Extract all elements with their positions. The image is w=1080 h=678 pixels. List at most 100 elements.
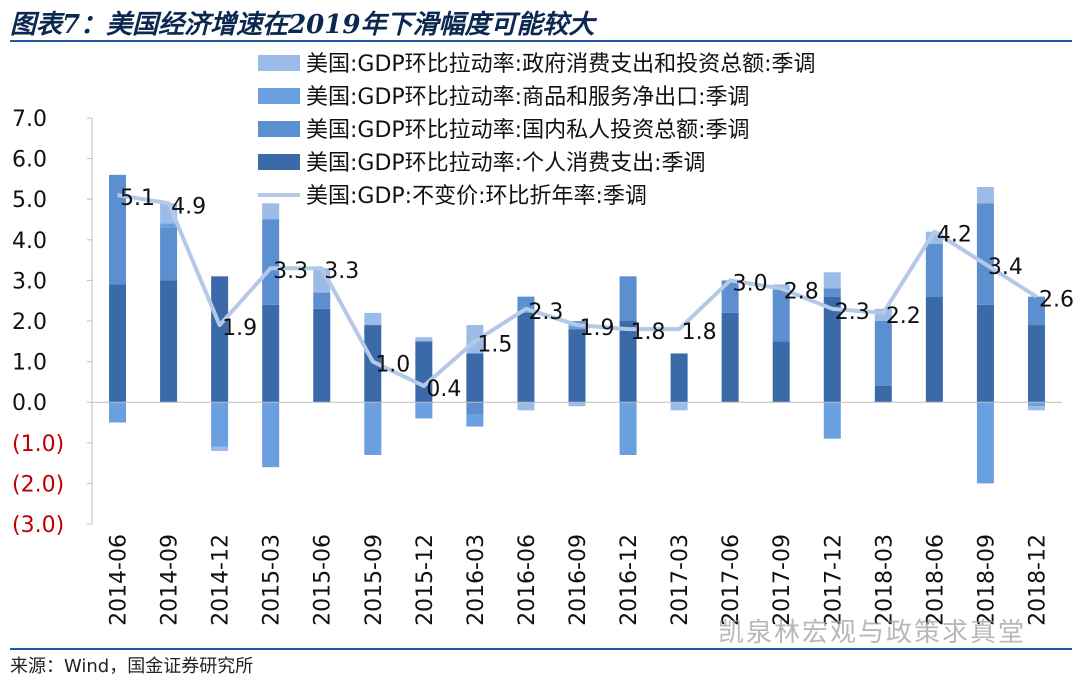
bar-segment [670,402,688,411]
bar-segment [619,276,637,321]
y-tick-label: 4.0 [12,229,47,254]
x-tick-label: 2014-12 [209,534,234,626]
legend-swatch [258,154,300,170]
gdp-data-label: 0.4 [426,377,461,402]
x-tick-label: 2018-06 [923,534,948,626]
gdp-data-label: 2.3 [835,300,870,325]
legend-label: 美国:GDP:不变价:环比折年率:季调 [306,184,647,209]
bar-segment [211,402,229,447]
bar-segment [415,402,433,419]
bar-segment [517,312,535,403]
x-tick-label: 2014-09 [158,534,183,626]
bar-segment [772,284,790,289]
bar-segment [211,446,229,451]
x-tick-label: 2017-09 [770,534,795,626]
y-tick-label: 0.0 [12,391,47,416]
y-tick-label: 2.0 [12,310,47,335]
bar-segment [211,276,229,403]
bar-segment [262,203,280,220]
legend-label: 美国:GDP环比拉动率:国内私人投资总额:季调 [306,118,750,143]
bar-segment [823,296,841,403]
bar-segment [976,187,994,204]
x-tick-label: 2015-06 [311,534,336,626]
gdp-data-label: 2.2 [886,304,921,329]
bar-segment [1027,325,1045,403]
bar-segment [823,402,841,439]
gdp-data-label: 2.3 [528,300,563,325]
x-tick-label: 2016-09 [566,534,591,626]
bar-segment [976,402,994,484]
bar-segment [313,308,331,403]
bar-segment [619,402,637,455]
bar-segment [262,219,280,305]
gdp-data-label: 3.4 [988,255,1023,280]
y-tick-label: (1.0) [12,432,64,457]
bar-segment [1027,296,1045,326]
gdp-data-label: 1.5 [477,332,512,357]
legend-swatch [258,88,300,104]
y-tick-label: 3.0 [12,269,47,294]
source-note: 来源：Wind，国金证券研究所 [10,656,254,677]
bar-segment [109,402,127,423]
x-tick-label: 2017-06 [719,534,744,626]
gdp-data-label: 1.0 [375,353,410,378]
bar-segment [160,223,178,228]
gdp-data-label: 2.6 [1039,288,1074,313]
x-tick-label: 2018-09 [974,534,999,626]
bar-segment [568,329,586,403]
y-tick-label: 6.0 [12,148,47,173]
x-tick-label: 2015-03 [260,534,285,626]
bar-segment [262,304,280,403]
legend-swatch [258,121,300,137]
title-rule [10,40,1072,42]
bar-segment [415,341,433,403]
bar-segment [109,174,127,285]
bar-segment [823,272,841,289]
y-tick-label: 1.0 [12,351,47,376]
bar-segment [772,341,790,403]
title-bar: 图表7：美国经济增速在2019年下滑幅度可能较大 [0,0,1080,42]
bar-segment [313,292,331,309]
x-tick-label: 2017-12 [821,534,846,626]
bar-segment [874,321,892,386]
x-tick-label: 2015-09 [362,534,387,626]
x-tick-label: 2015-12 [413,534,438,626]
bar-segment [415,337,433,342]
y-tick-label: (3.0) [12,513,64,538]
legend-label: 美国:GDP环比拉动率:商品和服务净出口:季调 [306,85,750,110]
x-tick-label: 2018-03 [872,534,897,626]
gdp-growth-line [117,193,1038,388]
gdp-data-label: 4.2 [937,223,972,248]
gdp-data-label: 1.9 [580,316,615,341]
bar-segment [976,304,994,403]
x-tick-label: 2017-03 [668,534,693,626]
bar-segment [976,203,994,305]
gdp-data-label: 3.0 [733,271,768,296]
gdp-data-label: 1.8 [682,320,717,345]
bar-segment [925,296,943,403]
bar-segment [925,243,943,297]
gdp-data-label: 2.8 [784,280,819,305]
bar-segment [619,321,637,403]
bar-segment [823,288,841,297]
bar-segment [466,414,484,427]
gdp-data-label: 1.8 [631,320,666,345]
bar-segment [364,312,382,326]
y-tick-label: 7.0 [12,107,47,132]
bar-segment [721,280,739,313]
bar-segment [466,402,484,415]
chart-title: 图表7：美国经济增速在2019年下滑幅度可能较大 [10,10,595,40]
x-tick-label: 2016-12 [617,534,642,626]
watermark: 凯泉林宏观与政策求真堂 [718,618,1027,648]
bar-segment [160,280,178,403]
bar-segment [568,402,586,407]
bar-segment [262,402,280,468]
bar-segment [109,284,127,403]
legend-swatch [258,55,300,71]
bottom-rule [10,648,1072,650]
gdp-data-label: 3.3 [273,259,308,284]
gdp-data-label: 1.9 [222,316,257,341]
bar-segment [1027,402,1045,407]
bar-segment [466,353,484,403]
